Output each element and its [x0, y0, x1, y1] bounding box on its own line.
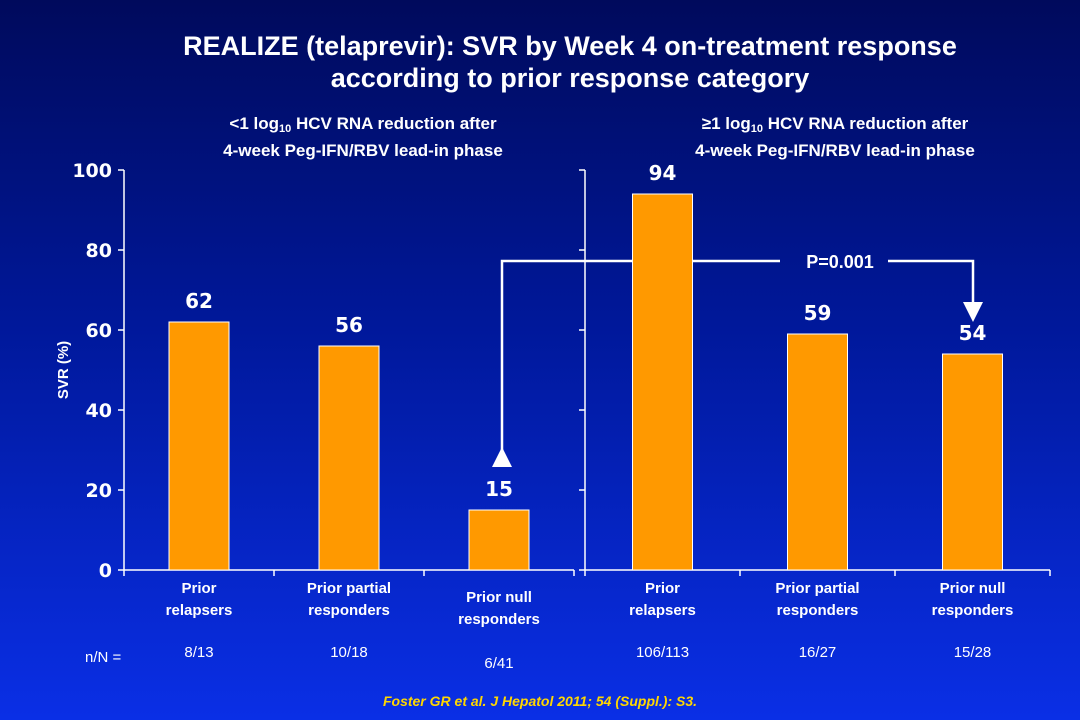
panel-left-title: <1 log10 HCV RNA reduction after 4-week …: [223, 114, 503, 160]
p-value-label: P=0.001: [806, 252, 874, 272]
reference-citation: Foster GR et al. J Hepatol 2011; 54 (Sup…: [382, 693, 698, 709]
bar: [168, 321, 230, 571]
chart-title-line2: according to prior response category: [330, 63, 810, 93]
n-over-N-label: 8/13: [184, 644, 213, 661]
category-label: Prior null: [466, 589, 532, 606]
comparison-bracket: P=0.001: [492, 252, 983, 467]
y-tick-label: 20: [86, 480, 112, 502]
data-label: 94: [649, 161, 677, 185]
y-tick-label: 100: [72, 160, 112, 182]
panel-right-title: ≥1 log10 HCV RNA reduction after 4-week …: [695, 114, 975, 160]
category-label: responders: [458, 611, 540, 628]
y-axis-label: SVR (%): [55, 341, 72, 399]
n-over-N-label: 6/41: [484, 655, 513, 672]
data-label: 54: [959, 321, 987, 345]
y-tick-label: 0: [99, 560, 112, 582]
bar: [632, 193, 693, 571]
n-over-N-label: 106/113: [636, 644, 689, 661]
data-label: 59: [804, 301, 832, 325]
category-label: relapsers: [166, 602, 233, 619]
chart-title-line1: REALIZE (telaprevir): SVR by Week 4 on-t…: [183, 31, 957, 61]
category-label: responders: [932, 602, 1014, 619]
category-label: Prior: [645, 580, 680, 597]
data-label: 62: [185, 289, 213, 313]
y-tick-label: 80: [86, 240, 112, 262]
n-over-N-label: 15/28: [954, 644, 992, 661]
category-label: Prior partial: [775, 580, 859, 597]
bar: [787, 333, 848, 571]
n-label: n/N =: [85, 649, 122, 666]
y-tick-label: 40: [86, 400, 112, 422]
category-label: Prior null: [940, 580, 1006, 597]
category-label: responders: [308, 602, 390, 619]
n-over-N-label: 10/18: [330, 644, 368, 661]
data-label: 15: [485, 477, 513, 501]
category-label: Prior partial: [307, 580, 391, 597]
bar: [318, 345, 380, 571]
bar: [468, 509, 530, 571]
data-label: 56: [335, 313, 363, 337]
bar: [942, 353, 1003, 571]
n-over-N-label: 16/27: [799, 644, 837, 661]
category-label: responders: [777, 602, 859, 619]
y-tick-label: 60: [86, 320, 112, 342]
category-label: Prior: [181, 580, 216, 597]
category-label: relapsers: [629, 602, 696, 619]
